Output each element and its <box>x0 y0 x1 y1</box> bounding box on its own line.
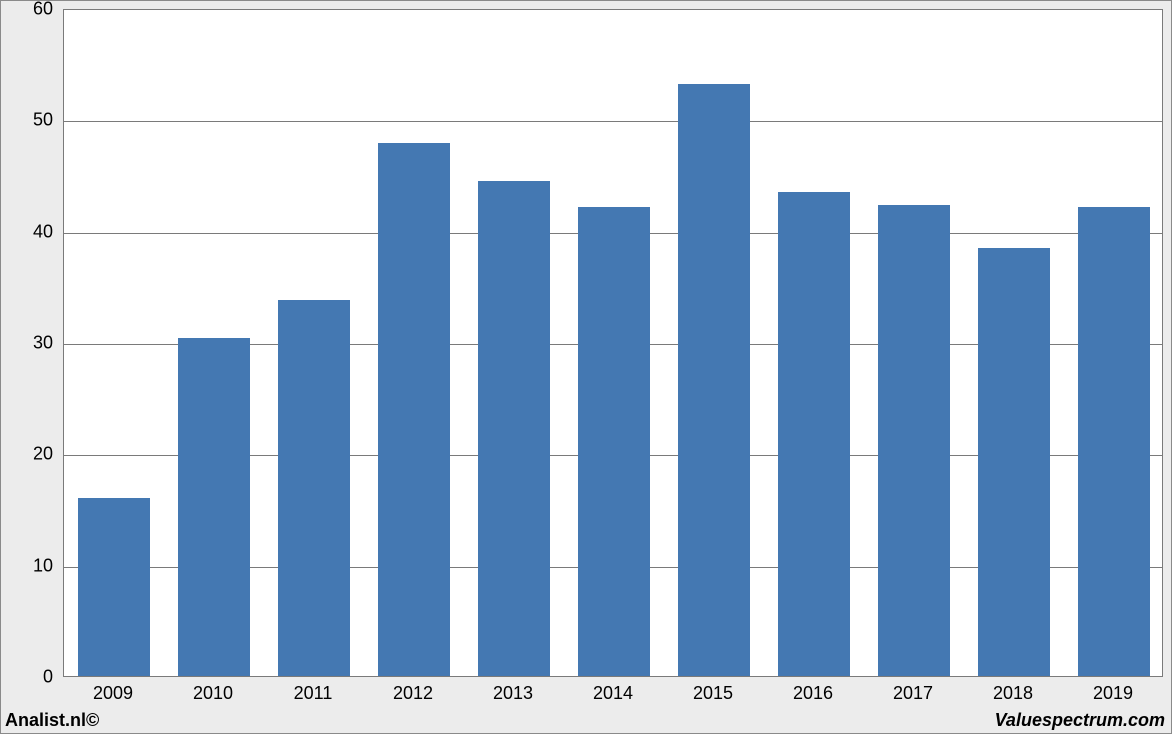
y-tick-label: 0 <box>13 667 53 688</box>
y-tick-label: 30 <box>13 333 53 354</box>
x-tick-label: 2012 <box>393 683 433 704</box>
x-tick-label: 2009 <box>93 683 133 704</box>
bar <box>578 207 650 676</box>
x-tick-label: 2011 <box>294 683 333 704</box>
y-tick-label: 60 <box>13 0 53 20</box>
chart-outer-frame: 0 10 20 30 40 50 60 2009 2010 2011 2012 2013 2014 20… <box>0 0 1172 734</box>
y-tick-label: 20 <box>13 444 53 465</box>
footer-credit-left: Analist.nl© <box>5 710 99 731</box>
footer-credit-right: Valuespectrum.com <box>995 710 1165 731</box>
x-tick-label: 2013 <box>493 683 533 704</box>
bar <box>78 498 150 676</box>
x-tick-label: 2017 <box>893 683 933 704</box>
bar <box>478 181 550 676</box>
x-tick-label: 2010 <box>193 683 233 704</box>
y-tick-label: 50 <box>13 110 53 131</box>
bar <box>178 338 250 676</box>
bar <box>778 192 850 676</box>
gridline-h <box>64 121 1162 122</box>
bar <box>1078 207 1150 676</box>
y-tick-label: 10 <box>13 555 53 576</box>
bar <box>278 300 350 676</box>
x-tick-label: 2014 <box>593 683 633 704</box>
plot-area <box>63 9 1163 677</box>
x-tick-label: 2018 <box>993 683 1033 704</box>
bar <box>878 205 950 676</box>
bar <box>678 84 750 676</box>
bar <box>978 248 1050 676</box>
bar <box>378 143 450 676</box>
x-tick-label: 2019 <box>1093 683 1133 704</box>
y-tick-label: 40 <box>13 221 53 242</box>
x-tick-label: 2016 <box>793 683 833 704</box>
x-tick-label: 2015 <box>693 683 733 704</box>
